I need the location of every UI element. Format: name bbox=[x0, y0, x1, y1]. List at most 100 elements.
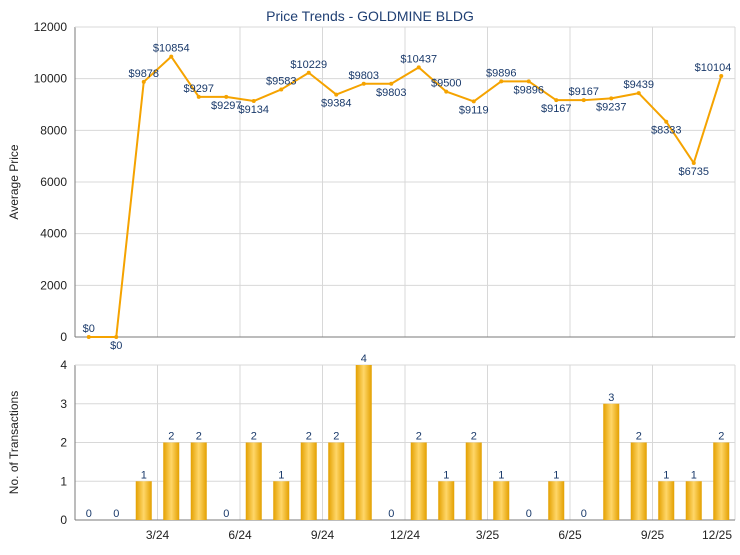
price-point bbox=[361, 81, 366, 86]
price-data-label: $9803 bbox=[348, 70, 379, 82]
price-point bbox=[691, 161, 696, 166]
price-ytick-label: 12000 bbox=[34, 20, 68, 34]
chart-title: Price Trends - GOLDMINE BLDG bbox=[266, 8, 474, 24]
transactions-ytick-label: 1 bbox=[60, 474, 67, 488]
price-ytick-label: 10000 bbox=[34, 72, 68, 86]
price-data-label: $6735 bbox=[678, 166, 709, 178]
transactions-data-label: 1 bbox=[443, 469, 449, 481]
transactions-data-label: 3 bbox=[608, 392, 614, 404]
transactions-data-label: 4 bbox=[361, 353, 367, 365]
price-data-label: $9297 bbox=[183, 83, 214, 95]
transactions-bar bbox=[273, 481, 290, 520]
price-point bbox=[141, 79, 146, 84]
transactions-bar bbox=[410, 442, 427, 520]
transactions-data-label: 1 bbox=[553, 469, 559, 481]
price-data-label: $9167 bbox=[568, 86, 599, 98]
transactions-data-label: 1 bbox=[278, 469, 284, 481]
transactions-data-label: 0 bbox=[86, 508, 92, 520]
transactions-data-label: 2 bbox=[168, 431, 174, 443]
price-point bbox=[169, 54, 174, 59]
price-point bbox=[196, 94, 201, 99]
price-point bbox=[114, 335, 119, 339]
price-data-label: $10854 bbox=[153, 43, 190, 55]
transactions-bar bbox=[658, 481, 675, 520]
transactions-data-label: 2 bbox=[333, 431, 339, 443]
transactions-panel: 0 1 2 3 4 No. of Transactions 0 0 1 2 2 0 2 1 2 2 4 0 2 1 2 1… bbox=[7, 353, 736, 542]
transactions-bar bbox=[438, 481, 455, 520]
price-ytick-label: 8000 bbox=[40, 123, 67, 137]
transactions-data-label: 0 bbox=[526, 508, 532, 520]
x-tick-label: 9/24 bbox=[311, 528, 335, 542]
price-point bbox=[719, 73, 724, 78]
price-data-label: $9167 bbox=[541, 103, 572, 115]
transactions-bar bbox=[548, 481, 565, 520]
transactions-data-label: 2 bbox=[251, 431, 257, 443]
price-point bbox=[554, 98, 559, 103]
transactions-data-label: 1 bbox=[141, 469, 147, 481]
transactions-bar bbox=[355, 365, 372, 520]
transactions-ytick-label: 0 bbox=[60, 513, 67, 527]
price-data-label: $9803 bbox=[376, 87, 407, 99]
price-data-label: $9583 bbox=[266, 75, 297, 87]
transactions-ytick-label: 4 bbox=[60, 358, 67, 372]
price-ytick-label: 4000 bbox=[40, 227, 67, 241]
transactions-ytick-label: 3 bbox=[60, 397, 67, 411]
price-data-label: $10437 bbox=[400, 53, 437, 65]
transactions-data-label: 1 bbox=[498, 469, 504, 481]
transactions-bar bbox=[190, 442, 207, 520]
transactions-bar bbox=[245, 442, 262, 520]
transactions-data-label: 0 bbox=[388, 508, 394, 520]
price-point bbox=[526, 79, 531, 84]
price-point bbox=[416, 65, 421, 70]
price-data-label: $9896 bbox=[513, 84, 544, 96]
price-data-label: $9878 bbox=[128, 68, 159, 80]
transactions-data-label: 0 bbox=[223, 508, 229, 520]
x-tick-label: 12/25 bbox=[702, 528, 732, 542]
transactions-data-label: 0 bbox=[113, 508, 119, 520]
price-data-label: $9134 bbox=[238, 104, 269, 116]
price-point bbox=[251, 99, 256, 104]
transactions-data-label: 2 bbox=[636, 431, 642, 443]
price-ytick-label: 2000 bbox=[40, 278, 67, 292]
price-series-line bbox=[88, 55, 723, 338]
price-point bbox=[636, 91, 641, 96]
transactions-data-label: 0 bbox=[581, 508, 587, 520]
transactions-data-label: 2 bbox=[196, 431, 202, 443]
price-y-axis-title: Average Price bbox=[7, 144, 21, 219]
transactions-data-label: 2 bbox=[718, 431, 724, 443]
price-point bbox=[581, 98, 586, 103]
transactions-data-label: 1 bbox=[663, 469, 669, 481]
price-data-label: $9297 bbox=[211, 100, 242, 112]
transactions-data-label: 2 bbox=[416, 431, 422, 443]
transactions-bar bbox=[328, 442, 345, 520]
price-data-label: $9237 bbox=[596, 101, 627, 113]
transactions-bar bbox=[465, 442, 482, 520]
transactions-bar bbox=[713, 442, 730, 520]
price-point bbox=[334, 92, 339, 97]
x-tick-label: 3/25 bbox=[476, 528, 500, 542]
price-point bbox=[471, 99, 476, 104]
price-point bbox=[86, 335, 91, 339]
price-data-label: $9119 bbox=[459, 104, 489, 116]
price-ytick-label: 6000 bbox=[40, 175, 67, 189]
transactions-bar bbox=[685, 481, 702, 520]
transactions-data-label: 2 bbox=[306, 431, 312, 443]
transactions-y-axis-title: No. of Transactions bbox=[7, 391, 21, 494]
price-panel: 0 2000 4000 6000 8000 10000 12000 Average Price… bbox=[7, 20, 736, 352]
price-data-label: $0 bbox=[83, 323, 95, 335]
price-point bbox=[389, 81, 394, 86]
price-point bbox=[664, 119, 669, 124]
transactions-data-label: 2 bbox=[471, 431, 477, 443]
transactions-bar bbox=[603, 403, 620, 520]
price-data-label: $0 bbox=[110, 340, 122, 352]
x-tick-label: 6/24 bbox=[228, 528, 252, 542]
price-data-label: $9439 bbox=[623, 79, 654, 91]
x-tick-label: 9/25 bbox=[641, 528, 665, 542]
x-tick-label: 3/24 bbox=[146, 528, 170, 542]
price-data-label: $9384 bbox=[321, 98, 352, 110]
transactions-ytick-label: 2 bbox=[60, 436, 67, 450]
price-data-label: $9500 bbox=[431, 78, 462, 90]
transactions-bar bbox=[630, 442, 647, 520]
